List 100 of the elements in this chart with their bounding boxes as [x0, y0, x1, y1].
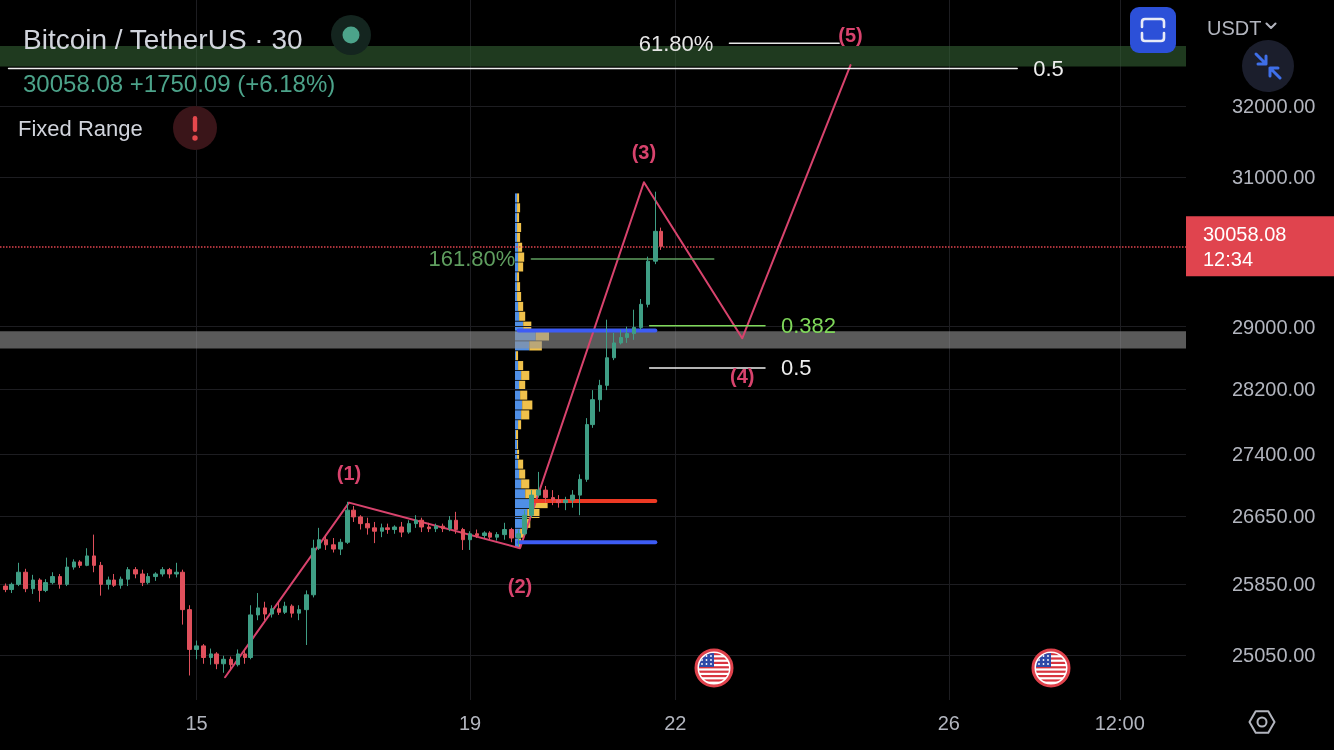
candlestick: [167, 567, 172, 579]
candlestick: [461, 527, 465, 551]
candlestick: [392, 524, 397, 535]
annotation: Fixed Range: [18, 115, 143, 141]
candlestick: [536, 471, 541, 499]
candlestick: [468, 530, 472, 551]
series-label: 0.5: [1033, 56, 1064, 82]
candlestick: [43, 578, 48, 593]
candlestick: [16, 562, 21, 587]
candlestick: [85, 547, 89, 567]
candlestick: [358, 514, 363, 531]
candlestick: [509, 527, 514, 543]
series-label: 61.80%: [638, 30, 714, 56]
candlestick: [297, 604, 301, 621]
candlestick: [502, 522, 507, 541]
candlestick: [119, 576, 123, 590]
candlestick: [646, 256, 650, 308]
x-tick-label: 15: [185, 712, 208, 734]
candlestick: [345, 501, 350, 545]
candlestick: [482, 530, 487, 539]
candlestick: [563, 496, 568, 511]
candlestick: [174, 562, 179, 578]
candlestick: [380, 523, 384, 538]
y-axis-title: USDT: [1207, 17, 1262, 39]
candlestick: [209, 648, 213, 666]
candlestick: [277, 602, 281, 616]
candlestick: [140, 569, 145, 587]
candlestick: [659, 227, 663, 251]
candlestick: [324, 534, 328, 551]
candlestick: [194, 640, 199, 660]
candlestick: [214, 651, 219, 670]
candlestick: [201, 643, 206, 665]
candlestick: [372, 521, 377, 544]
candlestick: [236, 648, 240, 667]
candlestick: [92, 534, 96, 573]
candlestick: [133, 566, 138, 579]
y-tick-label: 32000.00: [1232, 95, 1316, 118]
candlestick: [58, 573, 62, 590]
candlestick: [619, 329, 623, 345]
candlestick: [3, 582, 8, 593]
candlestick: [543, 485, 548, 504]
y-tick-label: 31000.00: [1232, 166, 1316, 189]
candlestick: [72, 558, 76, 571]
candlestick: [653, 191, 658, 265]
annotation: (2): [507, 575, 533, 598]
candlestick: [221, 655, 226, 674]
candlestick: [448, 515, 452, 532]
candlestick: [229, 656, 233, 670]
candlestick: [187, 604, 192, 676]
candlestick: [180, 569, 185, 626]
annotation: (1): [336, 461, 362, 484]
candlestick: [427, 522, 431, 533]
annotation: (5): [838, 24, 863, 47]
candlestick: [399, 521, 404, 538]
x-tick-label: 12:00: [1094, 712, 1145, 734]
candlestick: [106, 576, 111, 591]
y-tick-label: 29000.00: [1232, 315, 1316, 338]
candlestick: [270, 604, 274, 619]
candlestick: [153, 571, 158, 582]
ref-line-label: 30058.08 12:34: [1203, 222, 1287, 270]
candlestick: [338, 538, 343, 556]
series-label: 0.5: [781, 355, 812, 381]
candlestick: [365, 517, 370, 536]
candlestick: [31, 574, 35, 595]
candlestick: [488, 530, 492, 541]
text: 30058.08 +1750.09 (+6.18%): [23, 69, 336, 97]
candlestick: [112, 573, 116, 588]
candlestick: [50, 571, 55, 585]
candlestick: [99, 561, 103, 597]
candlestick: [454, 511, 458, 535]
text: Bitcoin / TetherUS · 30: [23, 23, 303, 55]
y-tick-label: 27400.00: [1232, 442, 1316, 465]
candlestick: [38, 577, 42, 603]
candlestick: [529, 489, 534, 519]
candlestick: [65, 557, 69, 587]
candlestick: [434, 523, 438, 533]
candlestick: [331, 537, 336, 553]
candlestick: [248, 604, 253, 660]
candlestick: [351, 505, 356, 523]
candlestick: [639, 298, 643, 331]
candlestick: [385, 523, 390, 535]
candlestick: [612, 332, 616, 361]
candlestick: [625, 326, 629, 344]
candlestick: [578, 473, 582, 516]
candlestick: [126, 566, 130, 587]
x-tick-label: 26: [937, 712, 960, 734]
candlestick: [160, 566, 165, 578]
x-tick-label: 22: [664, 712, 687, 734]
y-tick-label: 25050.00: [1232, 643, 1316, 666]
annotation: (3): [631, 141, 657, 164]
y-tick-label: 25850.00: [1232, 573, 1316, 596]
candlestick: [632, 309, 636, 341]
candlestick: [407, 519, 411, 535]
candlestick: [146, 572, 150, 585]
candlestick: [605, 319, 609, 391]
candlestick: [283, 601, 287, 615]
series-label: 161.80%: [428, 246, 516, 272]
annotation: (4): [730, 365, 755, 388]
series-label: 0.382: [781, 313, 837, 339]
candlestick: [256, 592, 260, 621]
